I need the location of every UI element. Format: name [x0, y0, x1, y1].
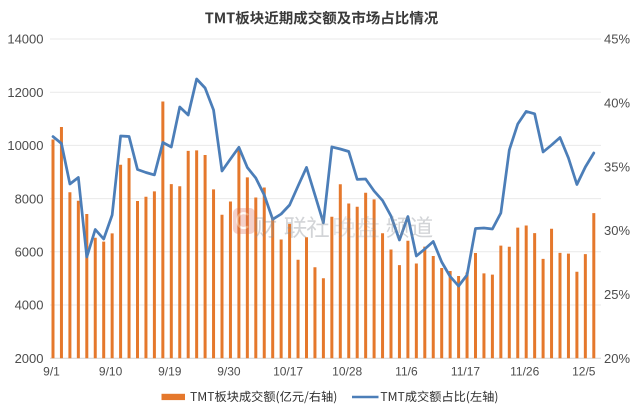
svg-text:9/1: 9/1 — [43, 365, 60, 379]
svg-text:10000: 10000 — [7, 138, 43, 153]
svg-text:4000: 4000 — [15, 298, 44, 313]
svg-text:12/5: 12/5 — [572, 365, 596, 379]
svg-text:11/26: 11/26 — [510, 365, 539, 379]
svg-text:11/6: 11/6 — [395, 365, 418, 379]
svg-text:30%: 30% — [604, 223, 630, 238]
svg-text:35%: 35% — [604, 159, 630, 174]
svg-text:2000: 2000 — [15, 351, 44, 366]
svg-text:14000: 14000 — [7, 32, 43, 47]
svg-text:9/10: 9/10 — [99, 365, 123, 379]
svg-text:9/19: 9/19 — [158, 365, 182, 379]
svg-text:11/17: 11/17 — [451, 365, 480, 379]
svg-text:45%: 45% — [604, 32, 630, 47]
svg-text:10/17: 10/17 — [273, 365, 303, 379]
svg-text:6000: 6000 — [15, 245, 44, 260]
svg-text:9/30: 9/30 — [217, 365, 241, 379]
svg-text:12000: 12000 — [7, 85, 43, 100]
svg-text:25%: 25% — [604, 287, 630, 302]
svg-text:8000: 8000 — [15, 191, 44, 206]
svg-text:40%: 40% — [604, 96, 630, 111]
svg-text:10/28: 10/28 — [332, 365, 362, 379]
svg-text:20%: 20% — [604, 351, 630, 366]
